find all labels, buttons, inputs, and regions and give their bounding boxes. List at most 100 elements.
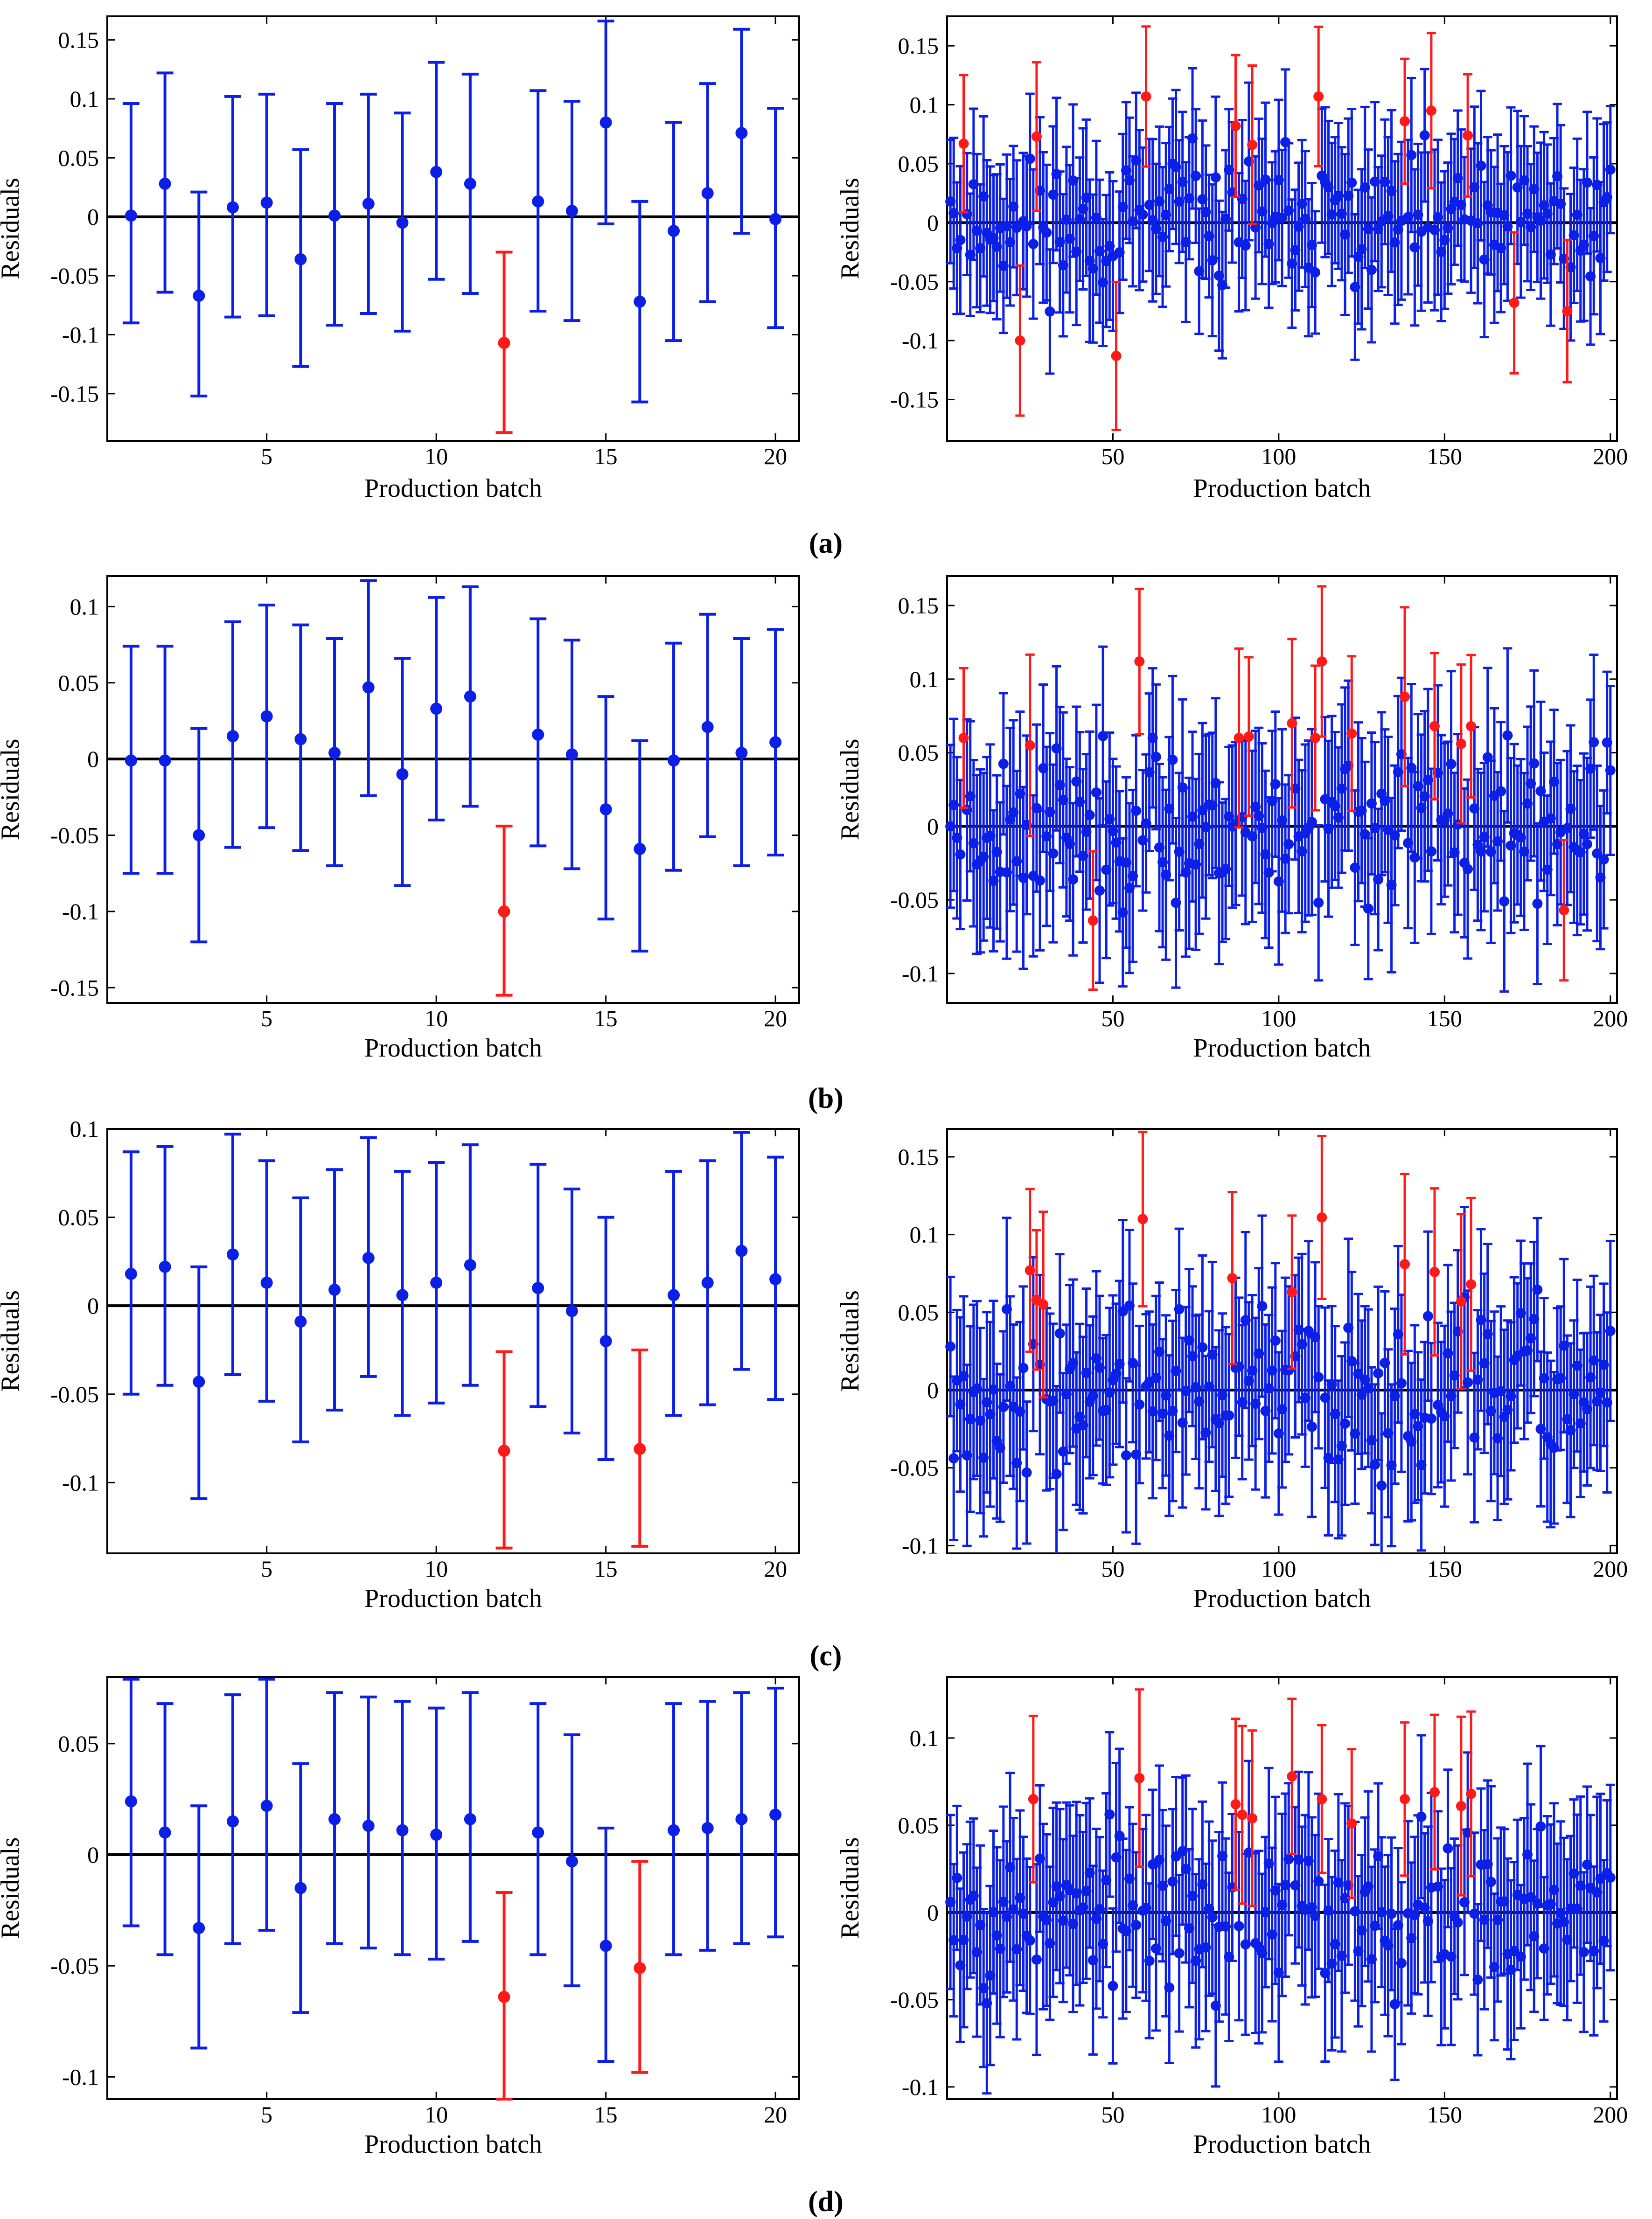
marker xyxy=(159,177,171,190)
data-point xyxy=(1134,1324,1145,1485)
marker xyxy=(226,1248,239,1261)
y-tick-label: 0.05 xyxy=(58,145,99,171)
marker xyxy=(1038,1299,1049,1310)
data-point xyxy=(767,1686,784,1939)
marker xyxy=(260,196,273,209)
data-point xyxy=(1210,95,1221,259)
data-point xyxy=(1108,1907,1118,2065)
marker xyxy=(599,1335,612,1347)
outlier-point xyxy=(1509,231,1520,375)
marker xyxy=(125,754,137,767)
marker xyxy=(1310,267,1321,278)
x-tick-label: 10 xyxy=(425,1556,448,1582)
marker xyxy=(1104,1809,1115,1820)
data-point xyxy=(1021,1400,1032,1545)
marker xyxy=(328,209,341,222)
data-point xyxy=(1270,710,1281,858)
y-tick-label: -0.05 xyxy=(890,887,939,913)
marker xyxy=(1406,763,1417,773)
marker xyxy=(1598,854,1609,865)
x-tick-label: 15 xyxy=(594,443,618,469)
marker xyxy=(1021,1467,1032,1478)
data-point xyxy=(190,190,208,397)
data-point xyxy=(461,1143,479,1387)
data-point xyxy=(1605,1239,1616,1422)
marker xyxy=(1363,903,1373,914)
y-tick-label: -0.1 xyxy=(62,322,99,348)
y-tick-label: 0.15 xyxy=(58,27,99,53)
outlier-point xyxy=(1562,238,1573,384)
marker xyxy=(1108,1981,1118,1991)
marker xyxy=(1035,875,1046,886)
marker xyxy=(193,829,205,842)
marker xyxy=(362,197,375,210)
data-point xyxy=(122,102,139,325)
data-point xyxy=(1422,1230,1433,1402)
outlier-point xyxy=(631,1348,648,1548)
data-point xyxy=(1054,705,1065,864)
x-tick-label: 50 xyxy=(1101,1005,1124,1031)
marker xyxy=(1011,223,1022,233)
y-tick-label: 0.1 xyxy=(910,1725,939,1751)
data-point xyxy=(1310,210,1321,335)
x-axis-label: Production batch xyxy=(364,474,542,503)
outlier-point xyxy=(1400,57,1410,185)
y-axis-label: Residuals xyxy=(836,178,864,279)
data-point xyxy=(360,1136,377,1378)
marker xyxy=(1174,1948,1185,1959)
data-point xyxy=(733,637,750,867)
outlier-point xyxy=(631,1860,648,2074)
y-axis-label: Residuals xyxy=(836,1290,864,1392)
marker xyxy=(1270,1336,1281,1346)
data-point xyxy=(1234,1830,1244,2022)
marker xyxy=(1429,1787,1440,1797)
data-point xyxy=(1406,77,1417,234)
marker xyxy=(599,803,612,815)
marker xyxy=(328,1813,341,1825)
x-tick-label: 20 xyxy=(764,1556,787,1582)
marker xyxy=(735,1813,748,1825)
panel-label-a: (a) xyxy=(809,528,843,559)
marker xyxy=(226,730,239,743)
data-point xyxy=(1499,810,1510,993)
data-point xyxy=(597,1216,614,1461)
marker xyxy=(701,1822,714,1834)
outlier-point xyxy=(1463,73,1473,198)
y-tick-label: 0.05 xyxy=(898,151,939,177)
data-point xyxy=(665,1702,683,1956)
data-point xyxy=(1045,248,1055,375)
marker xyxy=(1496,786,1506,797)
marker xyxy=(1137,1214,1148,1224)
marker xyxy=(1359,829,1370,840)
x-tick-label: 50 xyxy=(1101,1556,1124,1582)
marker xyxy=(1426,1413,1436,1424)
marker xyxy=(668,225,680,237)
outlier-point xyxy=(1456,1715,1466,1897)
data-point xyxy=(1207,1839,1218,1995)
y-tick-label: 0 xyxy=(927,1899,939,1926)
marker xyxy=(1048,848,1059,859)
data-point xyxy=(665,121,683,342)
x-tick-label: 150 xyxy=(1427,1005,1462,1031)
marker xyxy=(735,747,748,759)
data-point xyxy=(665,1170,683,1417)
outlier-point xyxy=(1087,850,1098,991)
data-point xyxy=(1283,774,1294,915)
marker xyxy=(1197,1342,1208,1353)
data-point xyxy=(360,1695,377,1950)
marker xyxy=(1137,209,1148,220)
marker xyxy=(1041,227,1052,238)
y-tick-label: 0 xyxy=(927,813,939,839)
marker xyxy=(945,1341,956,1352)
data-point xyxy=(1200,1862,1211,2032)
y-tick-label: 0.15 xyxy=(898,33,939,59)
data-point xyxy=(1025,92,1035,225)
marker xyxy=(532,1826,544,1839)
marker xyxy=(1144,1955,1155,1966)
x-axis-label: Production batch xyxy=(1193,474,1371,503)
marker xyxy=(464,177,476,190)
y-tick-label: -0.1 xyxy=(62,898,99,925)
marker xyxy=(328,1284,341,1296)
marker xyxy=(1502,730,1513,741)
data-point xyxy=(360,92,377,315)
